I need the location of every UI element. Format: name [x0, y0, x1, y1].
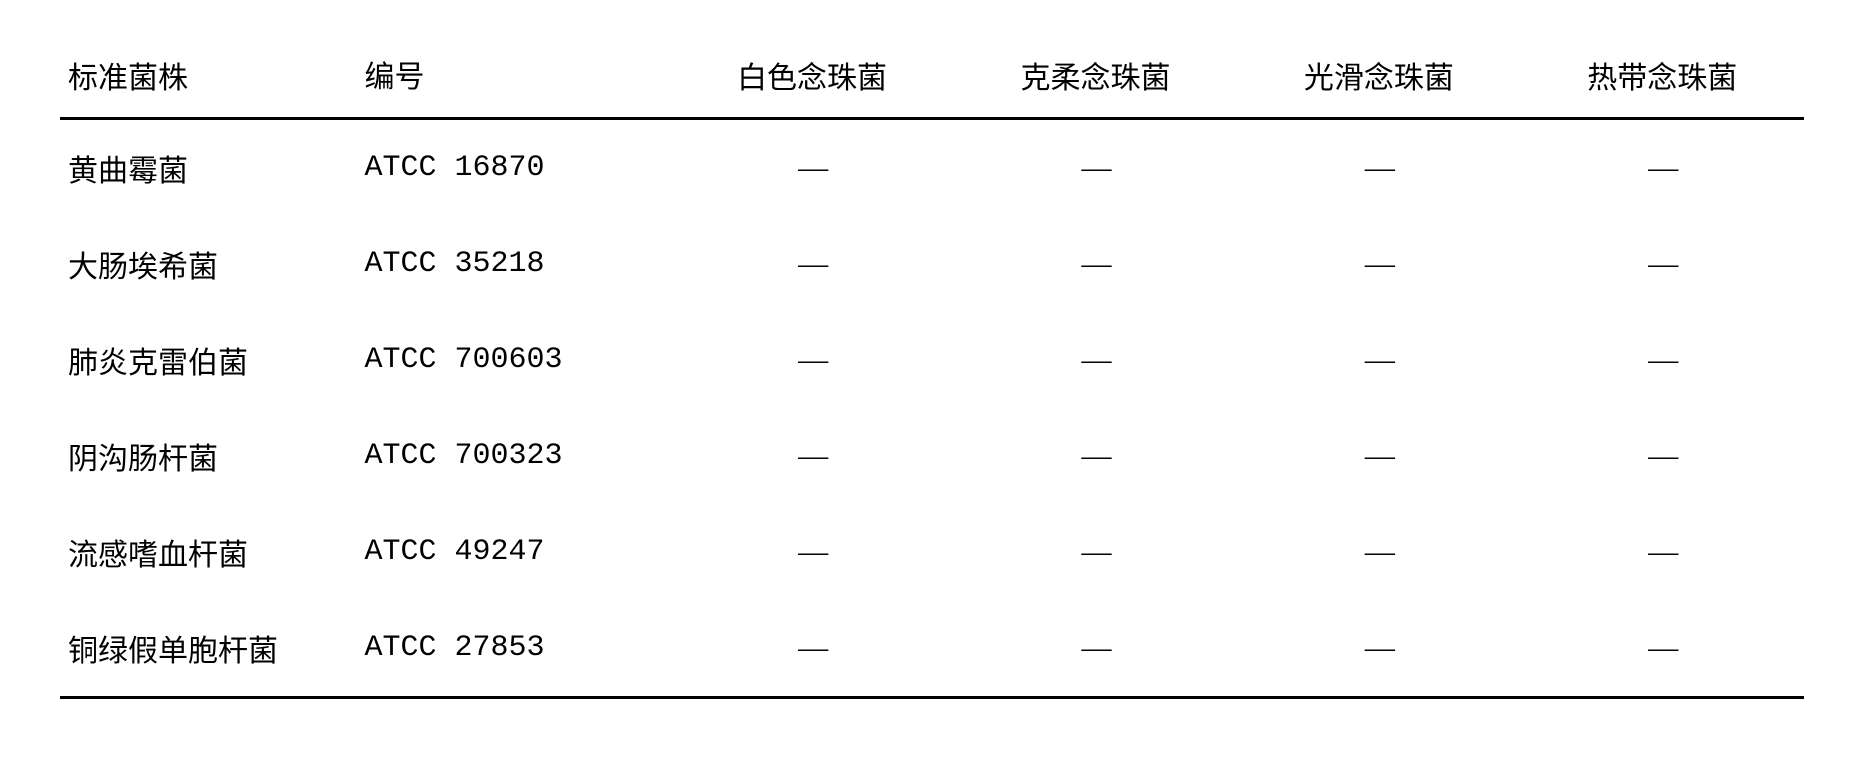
cell-value: — [1521, 216, 1804, 312]
dash-icon: — [1365, 151, 1393, 184]
strain-table: 标准菌株 编号 白色念珠菌 克柔念珠菌 光滑念珠菌 热带念珠菌 黄曲霉菌 ATC… [60, 40, 1804, 699]
dash-icon: — [1365, 535, 1393, 568]
cell-code: ATCC 700603 [356, 312, 670, 408]
dash-icon: — [1648, 439, 1676, 472]
dash-icon: — [1648, 151, 1676, 184]
dash-icon: — [798, 535, 826, 568]
dash-icon: — [1365, 247, 1393, 280]
cell-value: — [954, 216, 1237, 312]
cell-code: ATCC 16870 [356, 119, 670, 217]
dash-icon: — [1648, 631, 1676, 664]
table-body: 黄曲霉菌 ATCC 16870 — — — — 大肠埃希菌 ATCC 35218… [60, 119, 1804, 698]
col-header-candida-glabrata: 光滑念珠菌 [1237, 40, 1520, 119]
cell-strain: 阴沟肠杆菌 [60, 408, 356, 504]
cell-value: — [1237, 504, 1520, 600]
cell-strain: 黄曲霉菌 [60, 119, 356, 217]
cell-code: ATCC 27853 [356, 600, 670, 698]
cell-code: ATCC 35218 [356, 216, 670, 312]
dash-icon: — [1648, 247, 1676, 280]
dash-icon: — [798, 631, 826, 664]
cell-value: — [1237, 312, 1520, 408]
table-row: 大肠埃希菌 ATCC 35218 — — — — [60, 216, 1804, 312]
col-header-candida-tropicalis: 热带念珠菌 [1521, 40, 1804, 119]
cell-value: — [1521, 408, 1804, 504]
table-row: 阴沟肠杆菌 ATCC 700323 — — — — [60, 408, 1804, 504]
dash-icon: — [798, 151, 826, 184]
cell-value: — [954, 504, 1237, 600]
table-row: 流感嗜血杆菌 ATCC 49247 — — — — [60, 504, 1804, 600]
header-row: 标准菌株 编号 白色念珠菌 克柔念珠菌 光滑念珠菌 热带念珠菌 [60, 40, 1804, 119]
dash-icon: — [1081, 535, 1109, 568]
cell-value: — [670, 504, 953, 600]
cell-code: ATCC 700323 [356, 408, 670, 504]
cell-value: — [1237, 408, 1520, 504]
cell-value: — [670, 600, 953, 698]
cell-value: — [1237, 600, 1520, 698]
cell-value: — [670, 119, 953, 217]
cell-value: — [954, 119, 1237, 217]
dash-icon: — [1365, 343, 1393, 376]
dash-icon: — [1648, 535, 1676, 568]
cell-strain: 流感嗜血杆菌 [60, 504, 356, 600]
col-header-candida-krusei: 克柔念珠菌 [954, 40, 1237, 119]
cell-code: ATCC 49247 [356, 504, 670, 600]
col-header-candida-albicans: 白色念珠菌 [670, 40, 953, 119]
cell-value: — [954, 312, 1237, 408]
cell-value: — [670, 216, 953, 312]
dash-icon: — [1081, 631, 1109, 664]
cell-value: — [954, 408, 1237, 504]
dash-icon: — [1081, 439, 1109, 472]
cell-value: — [1521, 600, 1804, 698]
dash-icon: — [1648, 343, 1676, 376]
table-row: 黄曲霉菌 ATCC 16870 — — — — [60, 119, 1804, 217]
dash-icon: — [1081, 151, 1109, 184]
cell-value: — [1521, 504, 1804, 600]
dash-icon: — [1081, 343, 1109, 376]
dash-icon: — [798, 439, 826, 472]
cell-value: — [1521, 312, 1804, 408]
cell-value: — [1237, 216, 1520, 312]
col-header-code: 编号 [356, 40, 670, 119]
cell-value: — [670, 312, 953, 408]
dash-icon: — [798, 343, 826, 376]
table-row: 铜绿假单胞杆菌 ATCC 27853 — — — — [60, 600, 1804, 698]
cell-strain: 大肠埃希菌 [60, 216, 356, 312]
dash-icon: — [798, 247, 826, 280]
cell-value: — [1521, 119, 1804, 217]
dash-icon: — [1081, 247, 1109, 280]
cell-strain: 铜绿假单胞杆菌 [60, 600, 356, 698]
cell-value: — [1237, 119, 1520, 217]
cell-strain: 肺炎克雷伯菌 [60, 312, 356, 408]
dash-icon: — [1365, 631, 1393, 664]
table-row: 肺炎克雷伯菌 ATCC 700603 — — — — [60, 312, 1804, 408]
dash-icon: — [1365, 439, 1393, 472]
cell-value: — [670, 408, 953, 504]
cell-value: — [954, 600, 1237, 698]
col-header-strain: 标准菌株 [60, 40, 356, 119]
